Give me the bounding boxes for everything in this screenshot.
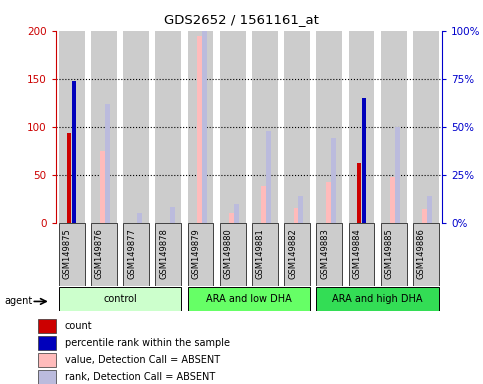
Bar bbox=[252, 31, 278, 223]
Bar bbox=[38, 336, 56, 350]
Bar bbox=[59, 223, 85, 286]
Bar bbox=[284, 223, 310, 286]
Bar bbox=[156, 31, 181, 223]
Bar bbox=[229, 213, 236, 223]
Bar bbox=[59, 286, 181, 311]
Text: agent: agent bbox=[5, 296, 33, 306]
Bar bbox=[349, 31, 374, 223]
Bar bbox=[326, 182, 333, 223]
Bar bbox=[138, 213, 142, 223]
Bar bbox=[252, 223, 278, 286]
Bar bbox=[316, 31, 342, 223]
Text: GSM149877: GSM149877 bbox=[127, 228, 136, 279]
Bar bbox=[91, 223, 117, 286]
Bar bbox=[349, 223, 374, 286]
Bar bbox=[197, 36, 204, 223]
Bar bbox=[284, 31, 310, 223]
Bar bbox=[67, 134, 71, 223]
Bar bbox=[362, 98, 366, 223]
Bar bbox=[298, 196, 303, 223]
Bar bbox=[220, 223, 245, 286]
Text: rank, Detection Call = ABSENT: rank, Detection Call = ABSENT bbox=[65, 372, 215, 382]
Bar bbox=[38, 370, 56, 384]
Bar bbox=[357, 163, 361, 223]
Bar bbox=[156, 223, 181, 286]
Bar bbox=[381, 223, 407, 286]
Text: value, Detection Call = ABSENT: value, Detection Call = ABSENT bbox=[65, 355, 220, 365]
Bar bbox=[266, 131, 271, 223]
Text: GSM149883: GSM149883 bbox=[320, 228, 329, 279]
Bar bbox=[422, 209, 429, 223]
Text: GDS2652 / 1561161_at: GDS2652 / 1561161_at bbox=[164, 13, 319, 26]
Bar bbox=[220, 31, 245, 223]
Bar bbox=[202, 12, 207, 223]
Text: count: count bbox=[65, 321, 93, 331]
Bar bbox=[381, 31, 407, 223]
Text: GSM149875: GSM149875 bbox=[63, 228, 71, 278]
Bar bbox=[390, 177, 397, 223]
Bar bbox=[395, 127, 400, 223]
Bar bbox=[427, 196, 432, 223]
Bar bbox=[413, 223, 439, 286]
Bar bbox=[331, 138, 336, 223]
Text: GSM149884: GSM149884 bbox=[353, 228, 361, 278]
Bar bbox=[187, 223, 213, 286]
Bar bbox=[100, 151, 107, 223]
Text: GSM149879: GSM149879 bbox=[191, 228, 200, 278]
Bar bbox=[413, 31, 439, 223]
Bar bbox=[59, 31, 85, 223]
Bar bbox=[72, 81, 76, 223]
Text: control: control bbox=[103, 293, 137, 304]
Text: GSM149882: GSM149882 bbox=[288, 228, 297, 278]
Bar bbox=[123, 31, 149, 223]
Bar bbox=[38, 353, 56, 367]
Bar bbox=[38, 319, 56, 333]
Text: GSM149885: GSM149885 bbox=[384, 228, 394, 278]
Text: GSM149881: GSM149881 bbox=[256, 228, 265, 278]
Text: GSM149876: GSM149876 bbox=[95, 228, 104, 279]
Bar bbox=[91, 31, 117, 223]
Bar bbox=[316, 286, 439, 311]
Text: GSM149886: GSM149886 bbox=[417, 228, 426, 279]
Text: percentile rank within the sample: percentile rank within the sample bbox=[65, 338, 230, 348]
Bar bbox=[105, 104, 110, 223]
Bar bbox=[187, 31, 213, 223]
Text: GSM149878: GSM149878 bbox=[159, 228, 168, 279]
Bar bbox=[123, 223, 149, 286]
Bar bbox=[170, 207, 174, 223]
Text: ARA and high DHA: ARA and high DHA bbox=[332, 293, 423, 304]
Bar bbox=[316, 223, 342, 286]
Bar bbox=[261, 186, 269, 223]
Bar bbox=[234, 204, 239, 223]
Text: GSM149880: GSM149880 bbox=[224, 228, 233, 278]
Text: ARA and low DHA: ARA and low DHA bbox=[206, 293, 292, 304]
Bar bbox=[294, 208, 300, 223]
Bar bbox=[187, 286, 310, 311]
